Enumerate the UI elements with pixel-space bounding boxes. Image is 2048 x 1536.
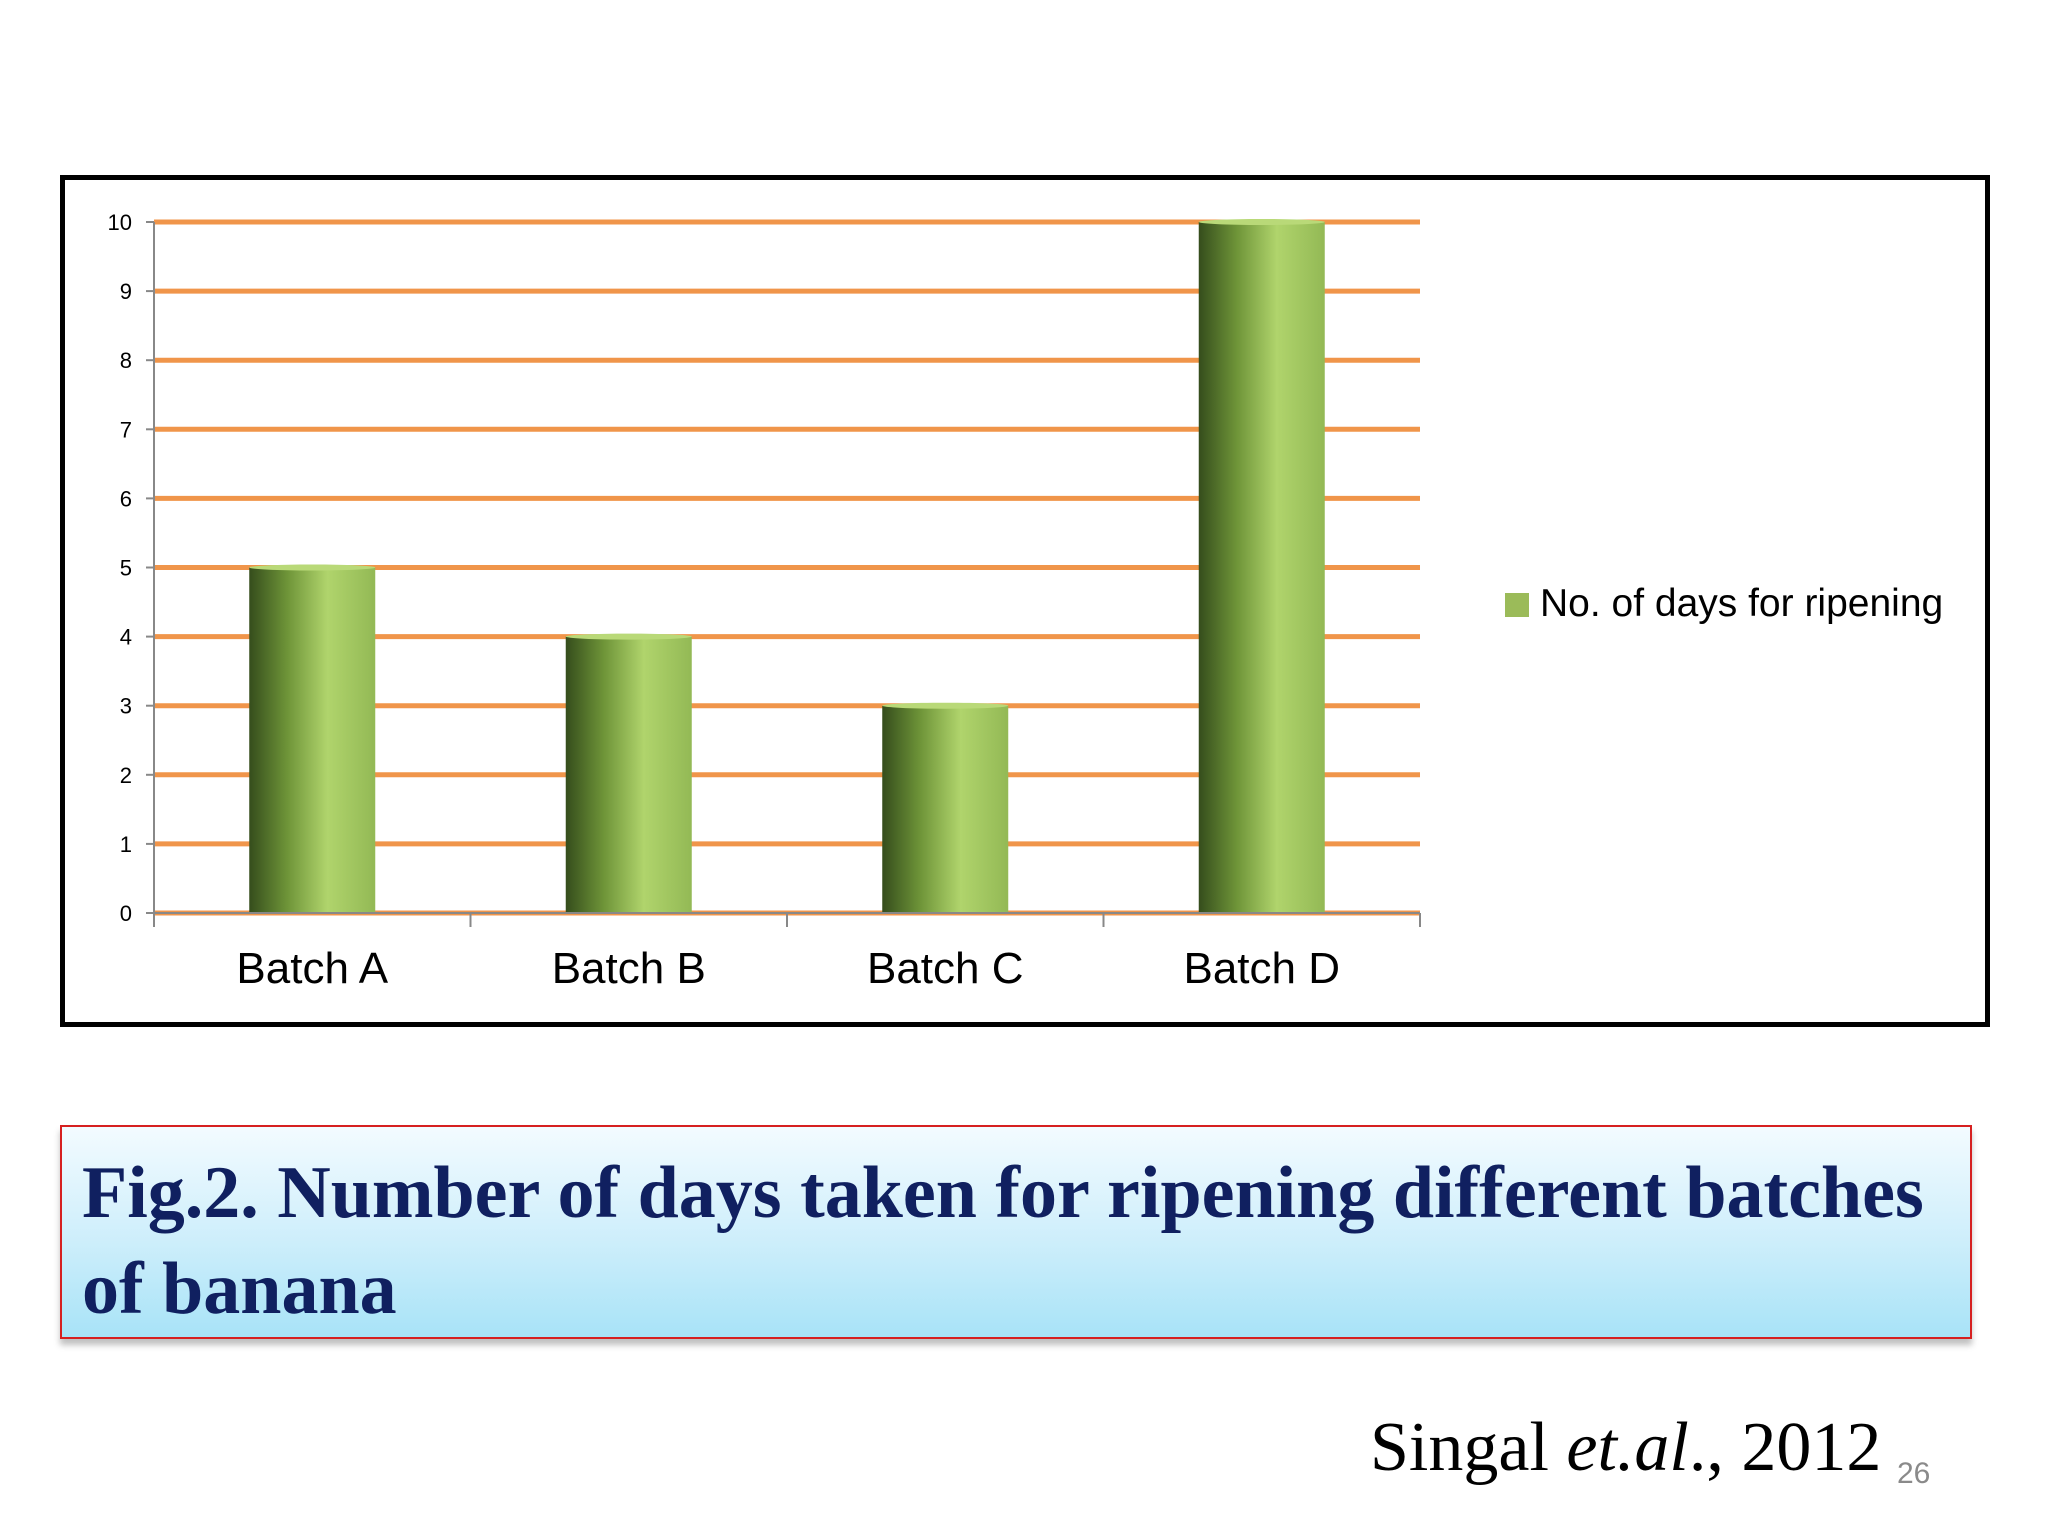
bar-batch-d bbox=[1198, 222, 1325, 913]
y-tick-label: 0 bbox=[120, 901, 132, 926]
x-tick-label: Batch D bbox=[1183, 944, 1340, 993]
figure-caption-box: Fig.2. Number of days taken for ripening… bbox=[60, 1125, 1972, 1339]
y-tick-label: 4 bbox=[120, 625, 132, 650]
citation-etal: et.al bbox=[1566, 1409, 1689, 1486]
x-tick-label: Batch C bbox=[867, 944, 1024, 993]
chart-frame: 0 1 2 3 4 5 6 7 8 9 10 Batch A Batch B Batch C Batch D… bbox=[60, 175, 1990, 1027]
bar-top bbox=[249, 564, 376, 571]
bar-top bbox=[882, 702, 1009, 709]
figure-caption: Fig.2. Number of days taken for ripening… bbox=[82, 1152, 1924, 1330]
y-tick-label: 5 bbox=[120, 556, 132, 581]
y-tick-label: 7 bbox=[120, 417, 132, 442]
bar-top bbox=[565, 633, 692, 640]
y-tick-label: 10 bbox=[108, 210, 132, 235]
x-tick-label: Batch A bbox=[236, 944, 388, 993]
y-tick-label: 8 bbox=[120, 348, 132, 373]
slide-number: 26 bbox=[1897, 1457, 1931, 1490]
y-tick-label: 1 bbox=[120, 832, 132, 857]
citation: Singal et.al., 2012 bbox=[1370, 1408, 1881, 1488]
x-tick-label: Batch B bbox=[552, 944, 706, 993]
bar-chart: 0 1 2 3 4 5 6 7 8 9 10 Batch A Batch B Batch C Batch D… bbox=[108, 210, 1944, 993]
legend-label: No. of days for ripening bbox=[1540, 582, 1943, 625]
legend-swatch bbox=[1505, 593, 1529, 617]
y-tick-label: 2 bbox=[120, 763, 132, 788]
y-tick-label: 9 bbox=[120, 279, 132, 304]
citation-year: ., 2012 bbox=[1688, 1409, 1882, 1486]
bar-batch-a bbox=[249, 567, 376, 913]
y-tick-label: 3 bbox=[120, 694, 132, 719]
bar-batch-b bbox=[565, 636, 692, 913]
y-tick-label: 6 bbox=[120, 486, 132, 511]
bar-top bbox=[1198, 219, 1325, 225]
bar-batch-c bbox=[882, 705, 1009, 913]
citation-author: Singal bbox=[1370, 1409, 1567, 1486]
